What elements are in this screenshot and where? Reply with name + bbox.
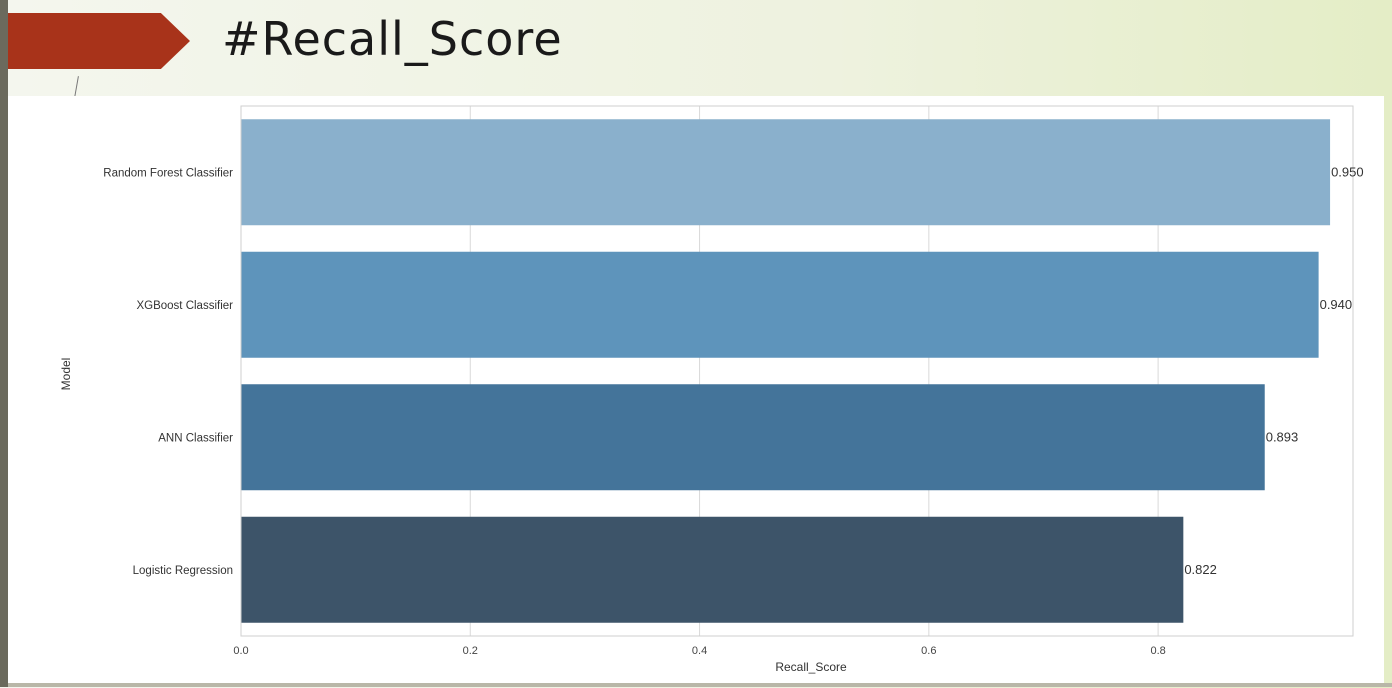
bar — [241, 516, 1184, 623]
x-tick-label: 0.0 — [233, 645, 248, 657]
y-axis-label: Model — [59, 358, 73, 391]
bar-value-label: 0.893 — [1266, 429, 1299, 444]
y-tick-label: Logistic Regression — [133, 565, 233, 577]
slide-left-rail — [0, 0, 8, 687]
x-tick-label: 0.4 — [692, 645, 707, 657]
bar-value-label: 0.940 — [1320, 297, 1353, 312]
x-axis-label: Recall_Score — [775, 660, 847, 674]
title-arrow-shape — [8, 13, 190, 69]
bar — [241, 119, 1331, 226]
bar-value-label: 0.950 — [1331, 164, 1364, 179]
bar-layer — [241, 119, 1331, 623]
y-tick-label: XGBoost Classifier — [136, 300, 233, 312]
plot-frame — [240, 105, 1354, 637]
y-tick-label: Random Forest Classifier — [103, 167, 233, 179]
y-tick-label: ANN Classifier — [158, 432, 233, 444]
x-tick-label: 0.8 — [1150, 645, 1165, 657]
x-tick-label: 0.2 — [463, 645, 478, 657]
chart-panel: 0.0 0.2 0.4 0.6 0.8 Random Forest Classifier 0… — [8, 96, 1384, 683]
bar — [241, 384, 1265, 491]
bar-value-label: 0.822 — [1184, 562, 1217, 577]
decorative-line — [74, 76, 79, 98]
slide-title: #Recall_Score — [222, 12, 563, 66]
recall-bar-chart: 0.0 0.2 0.4 0.6 0.8 Random Forest Classifier 0… — [59, 105, 1364, 674]
label-layer: 0.0 0.2 0.4 0.6 0.8 Random Forest Classifier 0… — [103, 164, 1363, 657]
x-tick-label: 0.6 — [921, 645, 936, 657]
slide-bottom-strip — [8, 683, 1392, 687]
bar — [241, 251, 1319, 358]
